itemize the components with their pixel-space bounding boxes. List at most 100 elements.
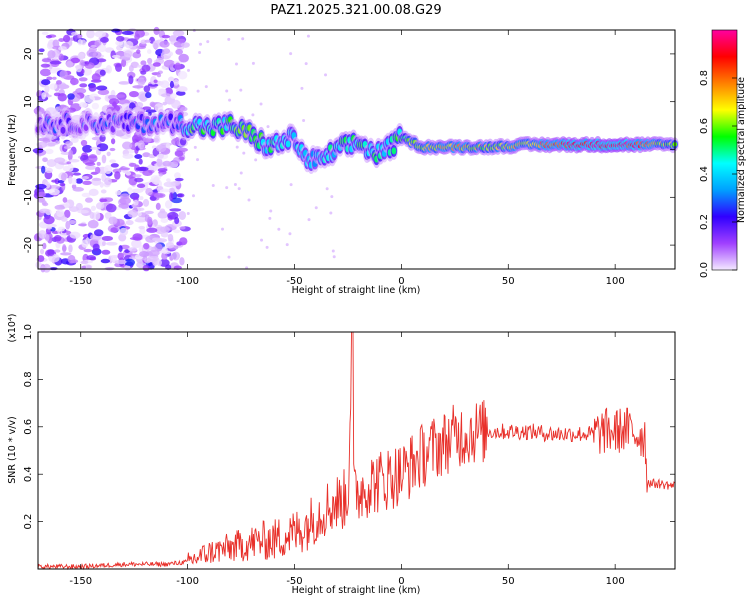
heatmap-speckle: [94, 30, 106, 38]
heatmap-speckle: [160, 226, 170, 233]
heatmap-speckle: [90, 44, 97, 48]
heatmap-speckle: [178, 156, 185, 161]
heatmap-speckle: [56, 209, 65, 217]
heatmap-speckle: [60, 172, 67, 182]
heatmap-speckle: [121, 58, 127, 68]
heatmap-speckle: [118, 203, 130, 209]
x-tick-label: 100: [606, 576, 625, 587]
snr-y-axis-label: SNR (10 * v/v): [7, 416, 18, 484]
heatmap-speckle: [127, 148, 135, 154]
heatmap-speckle: [123, 50, 133, 58]
heatmap-speckle: [64, 141, 73, 147]
heatmap-speckle: [67, 254, 76, 264]
heatmap-speckle: [142, 152, 151, 158]
heatmap-speckle: [84, 197, 93, 203]
heatmap-speckle: [44, 85, 50, 93]
heatmap-speckle: [125, 220, 134, 226]
snr-x-axis-label: Height of straight line (km): [292, 585, 421, 596]
heatmap-speckle: [198, 50, 202, 54]
heatmap-speckle: [57, 93, 67, 102]
heatmap-speckle: [159, 258, 170, 267]
heatmap-speckle: [75, 87, 87, 94]
heatmap-speckle: [137, 140, 145, 150]
heatmap-speckle: [159, 40, 170, 48]
heatmap-speckle: [285, 243, 289, 247]
heatmap-speckle: [251, 61, 255, 65]
heatmap-speckle: [41, 79, 51, 86]
heatmap-speckle: [129, 91, 139, 98]
heatmap-cell: [391, 147, 397, 155]
heatmap-speckle: [289, 52, 293, 56]
heatmap-speckle: [96, 85, 108, 91]
heatmap-speckle: [174, 62, 181, 71]
heatmap-speckle: [75, 64, 83, 73]
heatmap-speckle: [76, 33, 83, 39]
colorbar-tick-label: 0.2: [699, 214, 710, 230]
heatmap-speckle: [133, 199, 139, 206]
heatmap-speckle: [85, 162, 96, 166]
heatmap-speckle: [54, 157, 66, 164]
heatmap-speckle: [39, 208, 50, 214]
heatmap-speckle: [112, 168, 122, 174]
heatmap-speckle: [118, 233, 127, 242]
heatmap-speckle: [247, 198, 251, 202]
heatmap-speckle: [143, 242, 150, 250]
heatmap-speckle: [63, 202, 70, 209]
heatmap-speckle: [165, 242, 175, 249]
snr-x-ticks: -150 -100 -50 0 50 100: [69, 332, 625, 587]
heatmap-speckle: [137, 77, 146, 87]
heatmap-speckle: [186, 212, 190, 216]
heatmap-speckle: [157, 210, 169, 219]
heatmap-speckle: [179, 257, 185, 266]
heatmap-speckle: [225, 89, 229, 93]
heatmap-speckle: [46, 159, 57, 168]
heatmap-speckle: [110, 163, 119, 168]
heatmap-speckle: [122, 153, 134, 159]
heatmap-speckle: [156, 153, 169, 160]
heatmap-speckle: [196, 89, 200, 93]
heatmap-speckle: [155, 202, 161, 211]
heatmap-speckle: [206, 40, 210, 44]
heatmap-speckle: [56, 80, 62, 85]
heatmap-speckle: [72, 187, 84, 192]
heatmap-speckle: [174, 150, 184, 157]
heatmap-speckle: [141, 64, 151, 72]
heatmap-speckle: [177, 86, 188, 93]
heatmap-speckle: [37, 141, 48, 148]
heatmap-speckle: [115, 40, 124, 46]
x-tick-label: -100: [176, 276, 199, 287]
heatmap-speckle: [118, 245, 123, 253]
heatmap-speckle: [99, 198, 108, 203]
heatmap-speckle: [227, 255, 231, 259]
heatmap-speckle: [332, 255, 336, 259]
heatmap-speckle: [71, 31, 78, 36]
heatmap-speckle: [105, 203, 117, 213]
colorbar-label: Normalized spectral amplitude: [736, 77, 747, 223]
heatmap-speckle: [156, 157, 163, 167]
heatmap-speckle: [109, 147, 116, 152]
heatmap-speckle: [116, 35, 125, 42]
heatmap-speckle: [187, 68, 191, 72]
heatmap-speckle: [72, 172, 82, 176]
heatmap-speckle: [163, 59, 176, 68]
heatmap-speckle: [103, 165, 113, 175]
heatmap-speckle: [179, 226, 186, 230]
heatmap-speckle: [96, 143, 109, 152]
heatmap-speckle: [67, 93, 75, 100]
heatmap-speckle: [68, 244, 73, 253]
heatmap-speckle: [116, 45, 123, 51]
heatmap-speckle: [142, 198, 150, 207]
heatmap-speckle: [52, 39, 60, 48]
heatmap-speckle: [53, 234, 62, 242]
heatmap-speckle: [159, 80, 170, 89]
heatmap-speckle: [147, 57, 153, 65]
heatmap-speckle: [330, 195, 334, 199]
heatmap-speckle: [146, 227, 158, 233]
heatmap-speckle: [160, 232, 169, 238]
heatmap-speckle: [101, 154, 107, 164]
y-tick-label: 0.6: [23, 419, 34, 435]
heatmap-speckle: [152, 62, 161, 67]
heatmap-speckle: [68, 219, 77, 225]
heatmap-speckle: [151, 178, 160, 185]
